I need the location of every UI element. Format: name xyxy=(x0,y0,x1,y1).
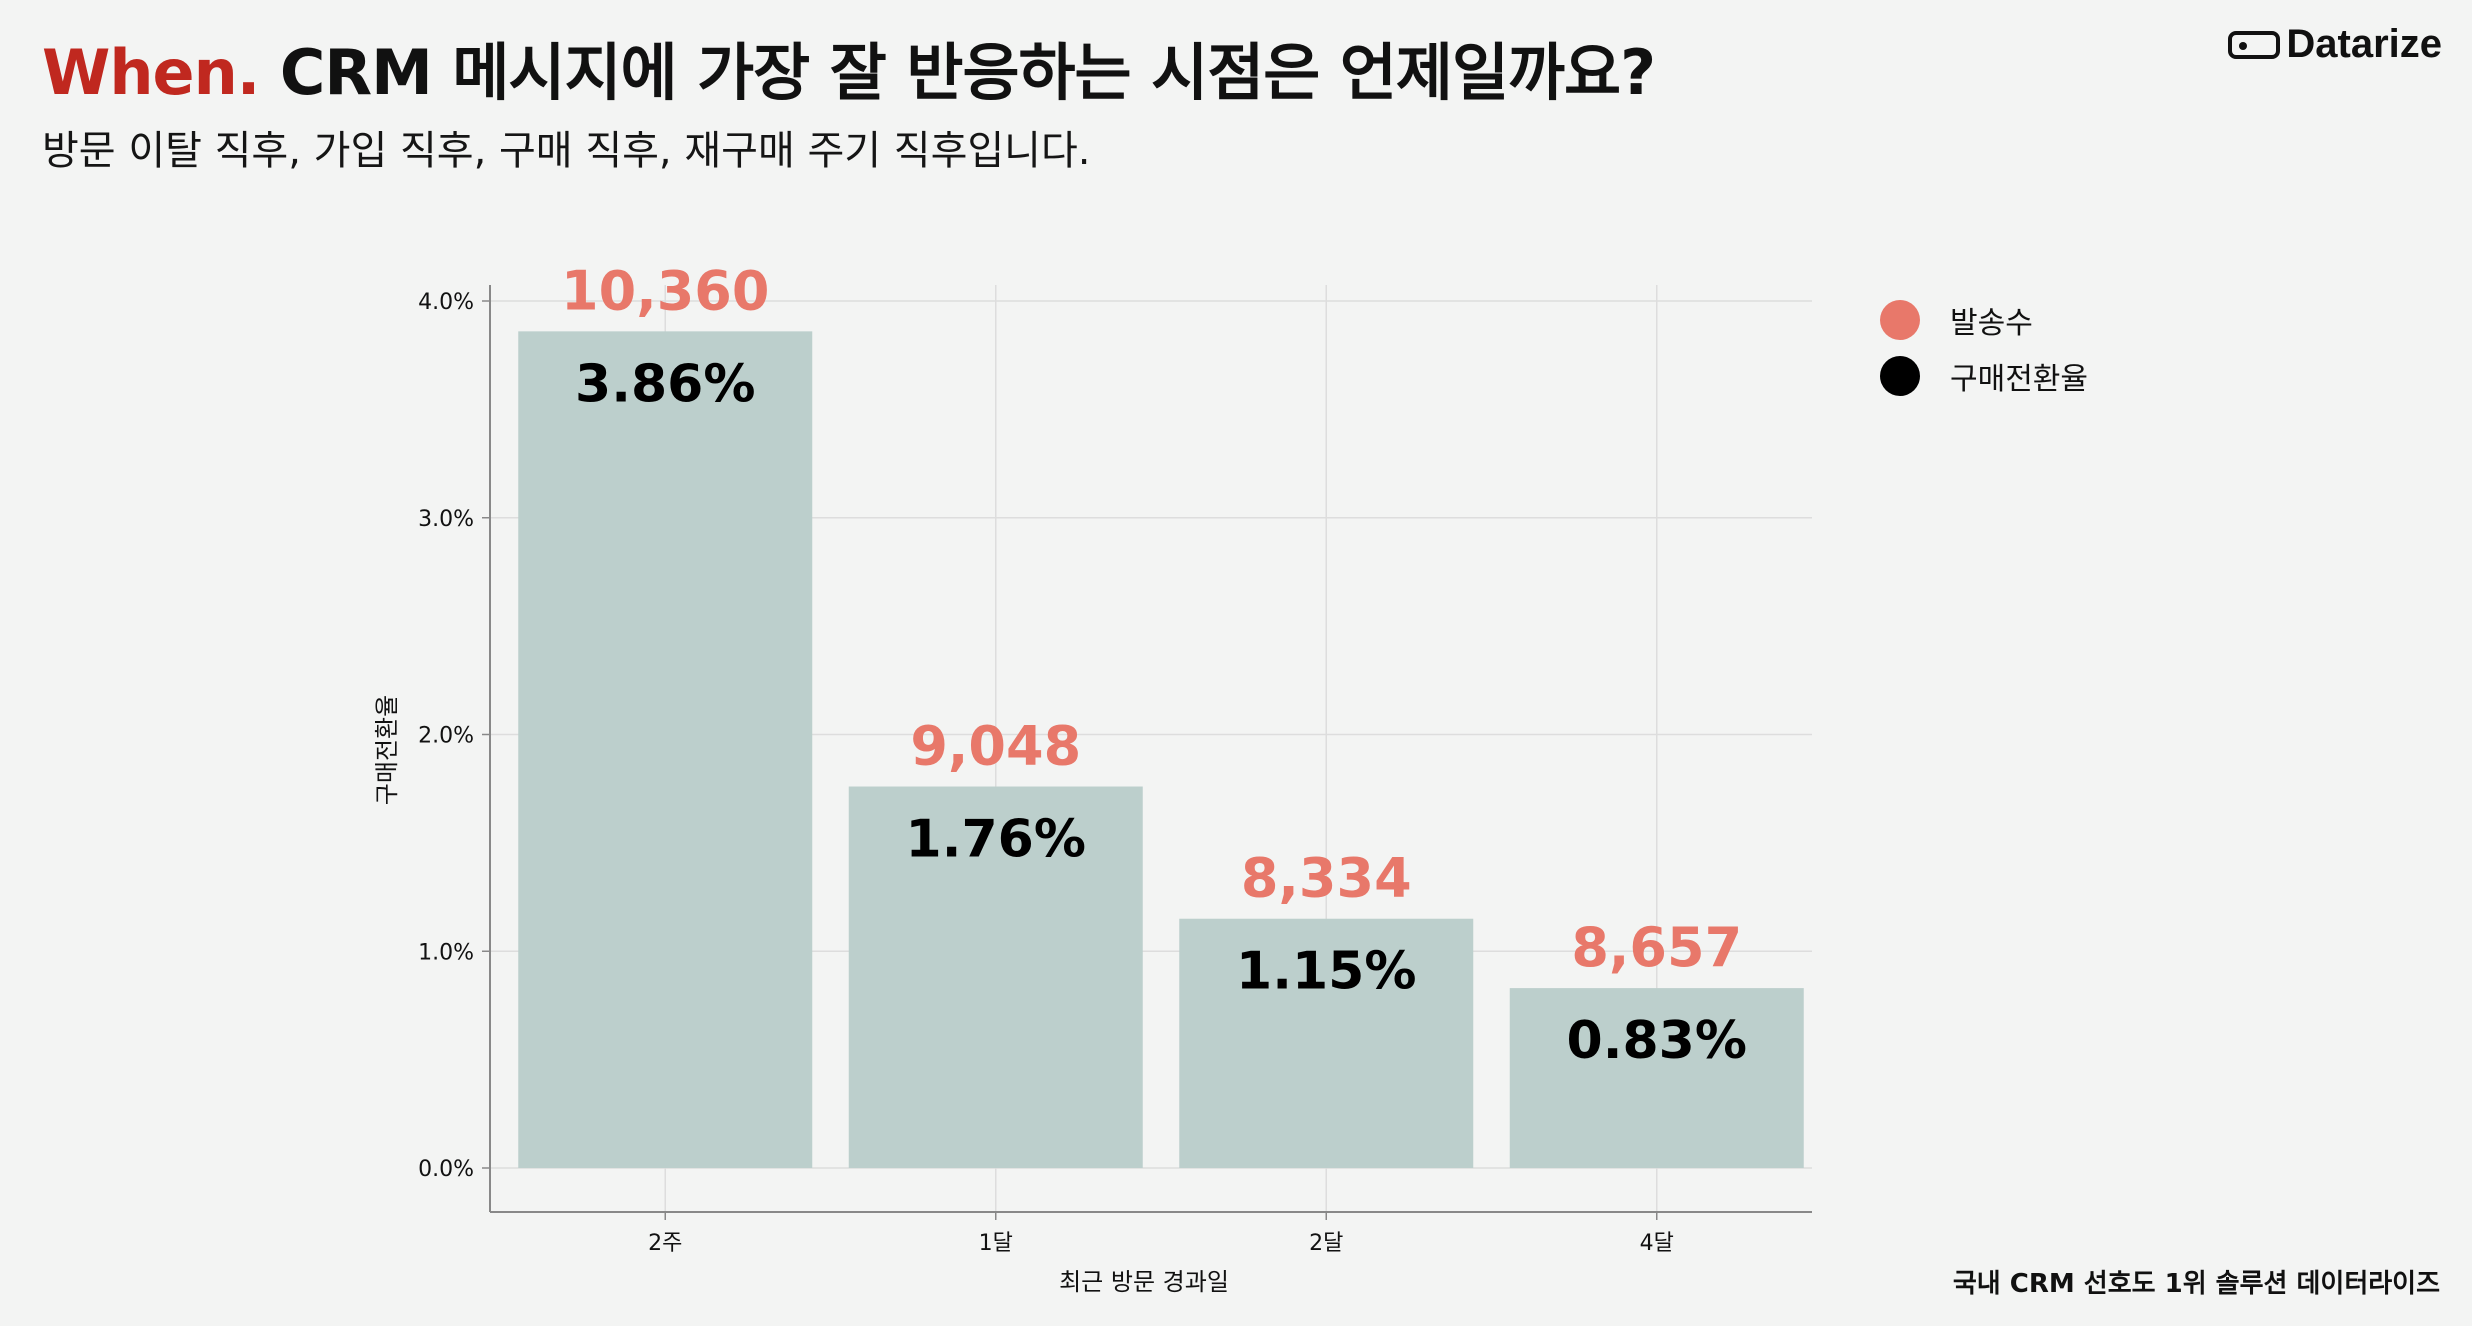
legend-label: 구매전환율 xyxy=(1950,362,2088,397)
bar xyxy=(1179,918,1474,1168)
bar xyxy=(518,331,813,1169)
conversion-rate-label: 0.83% xyxy=(1567,1011,1747,1071)
send-count-label: 8,657 xyxy=(1571,916,1742,979)
legend-dot-send-count xyxy=(1880,300,1920,340)
y-tick-label: 0.0% xyxy=(418,1157,474,1182)
send-count-label: 9,048 xyxy=(910,715,1081,778)
bar xyxy=(848,786,1143,1168)
y-tick-label: 1.0% xyxy=(418,940,474,965)
y-axis-title: 구매전환율 xyxy=(373,695,401,805)
title-accent: When. xyxy=(42,36,260,109)
title-text: CRM 메시지에 가장 잘 반응하는 시점은 언제일까요? xyxy=(259,36,1656,109)
x-tick-label: 2주 xyxy=(648,1231,682,1256)
y-tick-label: 2.0% xyxy=(418,724,474,749)
page-title: When. CRM 메시지에 가장 잘 반응하는 시점은 언제일까요? xyxy=(42,22,1656,112)
bar xyxy=(1509,988,1804,1168)
brand-name: Datarize xyxy=(2286,22,2442,66)
legend-item-conversion-rate: 구매전환율 xyxy=(1880,348,2088,404)
x-axis-title: 최근 방문 경과일 xyxy=(1059,1268,1229,1296)
send-count-label: 10,360 xyxy=(561,259,769,322)
legend-item-send-count: 발송수 xyxy=(1880,292,2088,348)
legend-label: 발송수 xyxy=(1950,306,2033,341)
x-tick-label: 1달 xyxy=(979,1231,1013,1256)
footer-tagline: 국내 CRM 선호도 1위 솔루션 데이터라이즈 xyxy=(1952,1269,2440,1299)
brand-logo: Datarize xyxy=(2228,22,2442,67)
y-tick-label: 3.0% xyxy=(418,507,474,532)
conversion-rate-label: 1.15% xyxy=(1236,942,1416,1002)
send-count-label: 8,334 xyxy=(1241,847,1412,910)
x-tick-label: 2달 xyxy=(1309,1231,1343,1256)
conversion-rate-label: 1.76% xyxy=(906,810,1086,870)
legend-dot-conversion-rate xyxy=(1880,356,1920,396)
page-subtitle: 방문 이탈 직후, 가입 직후, 구매 직후, 재구매 주기 직후입니다. xyxy=(42,128,1091,174)
y-tick-label: 4.0% xyxy=(418,290,474,315)
brand-mark-icon xyxy=(2228,30,2281,59)
conversion-rate-label: 3.86% xyxy=(575,354,755,414)
chart-legend: 발송수 구매전환율 xyxy=(1880,292,2088,404)
x-tick-label: 4달 xyxy=(1640,1231,1674,1256)
